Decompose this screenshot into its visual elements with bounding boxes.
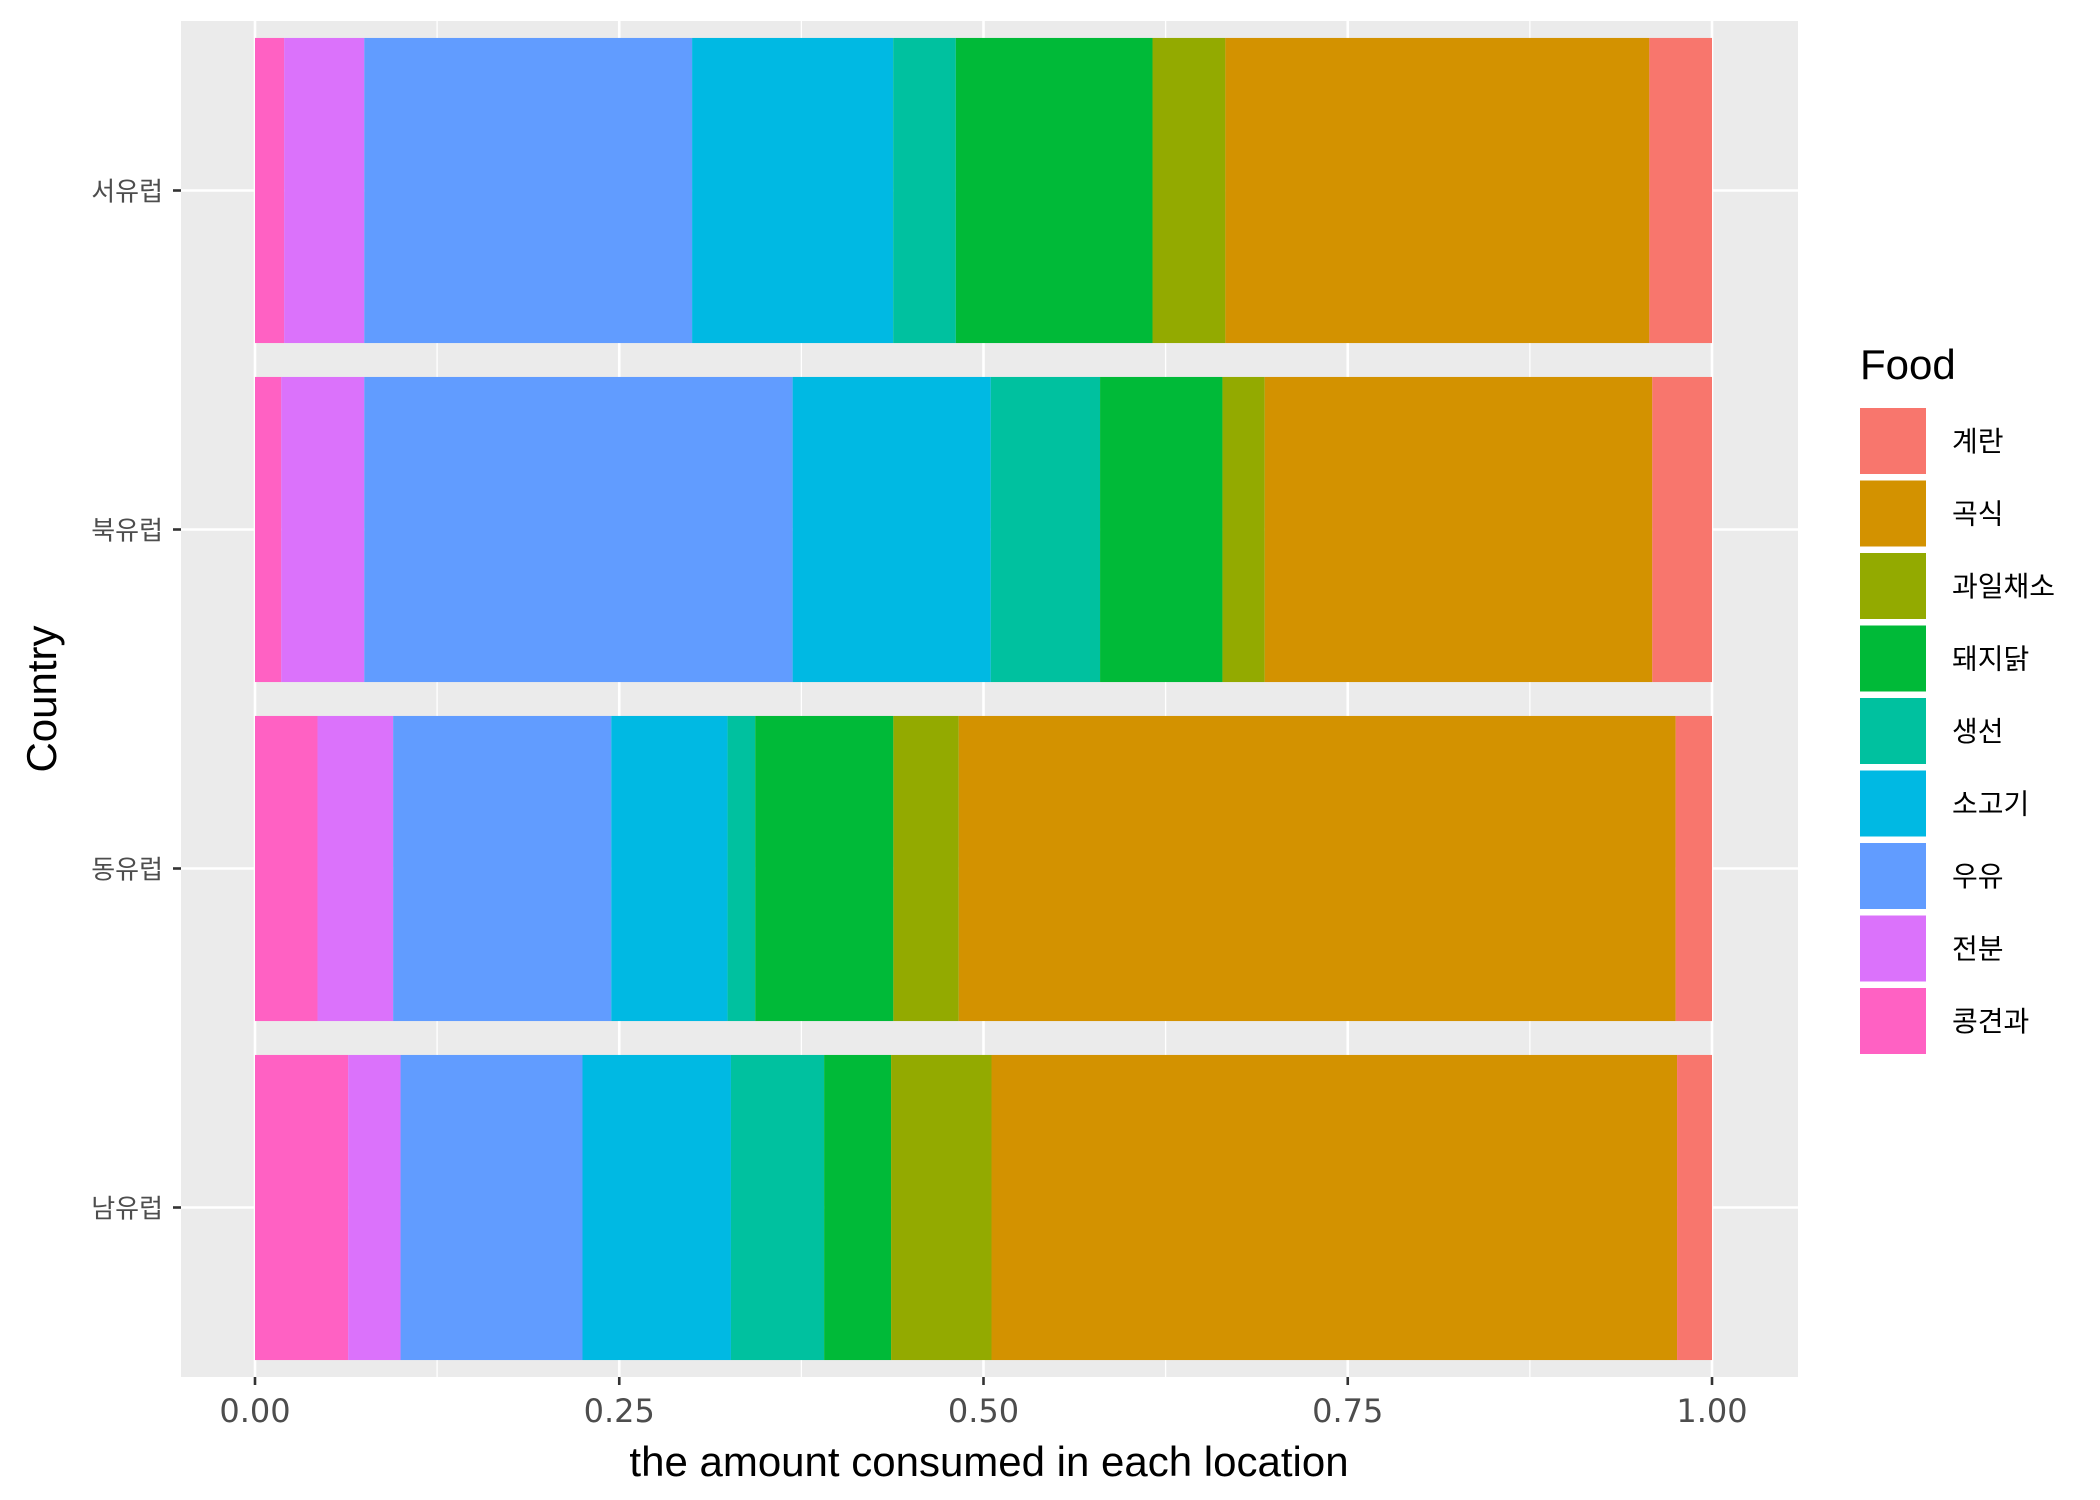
bar-segment	[255, 715, 318, 1022]
y-tick-label: 동유럽	[91, 856, 163, 886]
bar-segment	[958, 715, 1676, 1022]
bar-segment	[1222, 376, 1265, 683]
bars	[255, 37, 1712, 1361]
x-axis-title: the amount consumed in each location	[629, 1438, 1348, 1485]
legend-label: 과일채소	[1952, 570, 2055, 603]
y-axis-title: Country	[18, 625, 65, 772]
bar-segment	[893, 715, 959, 1022]
legend-key	[1860, 625, 1926, 692]
legend-key	[1860, 843, 1926, 909]
bar-segment	[824, 1054, 892, 1361]
legend-key	[1860, 553, 1926, 619]
bar-segment	[255, 1054, 349, 1361]
bar-segment	[364, 37, 693, 344]
bar-segment	[1100, 376, 1223, 683]
bar-segment	[1652, 376, 1712, 683]
bar-segment	[400, 1054, 583, 1361]
bar-segment	[955, 37, 1153, 344]
bar-segment	[692, 37, 894, 344]
legend-label: 우유	[1952, 860, 2004, 893]
legend-label: 계란	[1952, 425, 2004, 458]
legend-label: 전분	[1952, 933, 2004, 966]
bar-segment	[792, 376, 991, 683]
x-tick-label: 0.50	[948, 1392, 1019, 1430]
legend-key	[1860, 988, 1926, 1054]
legend-label: 생선	[1952, 715, 2004, 748]
legend-label: 소고기	[1952, 788, 2029, 821]
bar-segment	[582, 1054, 731, 1361]
legend-key	[1860, 480, 1926, 547]
legend-key	[1860, 915, 1926, 982]
legend-label: 곡식	[1952, 498, 2004, 531]
bar-segment	[755, 715, 894, 1022]
bar-segment	[1225, 37, 1650, 344]
legend-label: 콩견과	[1952, 1005, 2029, 1038]
bar-segment	[284, 37, 365, 344]
legend-title: Food	[1860, 341, 1956, 388]
bar-segment	[1264, 376, 1653, 683]
legend-key	[1860, 770, 1926, 837]
bar-segment	[1677, 1054, 1712, 1361]
legend-label: 돼지닭	[1952, 643, 2029, 676]
bar-segment	[991, 1054, 1678, 1361]
x-tick-label: 0.00	[219, 1392, 290, 1430]
bar-segment	[255, 376, 282, 683]
bar-segment	[893, 37, 956, 344]
bar-segment	[1152, 37, 1226, 344]
bar-segment	[611, 715, 728, 1022]
legend-key	[1860, 698, 1926, 764]
bar-segment	[727, 715, 756, 1022]
y-tick-label: 북유럽	[91, 517, 163, 547]
bar-segment	[281, 376, 365, 683]
x-tick-label: 1.00	[1676, 1392, 1747, 1430]
bar-segment	[990, 376, 1101, 683]
bar-segment	[393, 715, 612, 1022]
bar-segment	[1675, 715, 1712, 1022]
legend-key	[1860, 408, 1926, 474]
x-axis: 0.00 0.25 0.50 0.75 1.00	[219, 1377, 1748, 1430]
y-tick-label: 남유럽	[91, 1195, 163, 1225]
bar-segment	[348, 1054, 401, 1361]
bar-segment	[317, 715, 394, 1022]
x-tick-label: 0.75	[1312, 1392, 1383, 1430]
bar-segment	[1649, 37, 1712, 344]
x-tick-label: 0.25	[584, 1392, 655, 1430]
bar-segment	[255, 37, 285, 344]
bar-segment	[891, 1054, 992, 1361]
bar-segment	[730, 1054, 825, 1361]
y-tick-label: 서유럽	[91, 178, 163, 208]
bar-segment	[364, 376, 793, 683]
